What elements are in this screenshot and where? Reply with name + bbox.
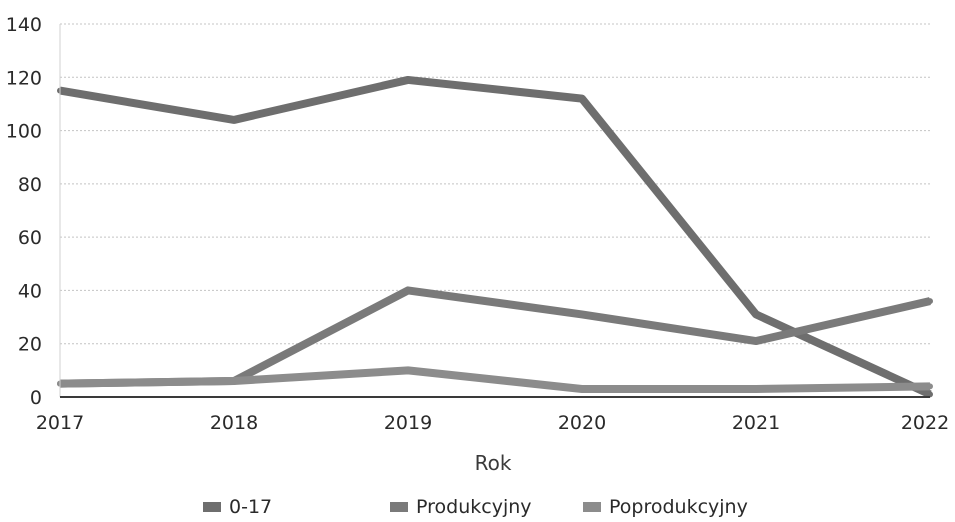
gridlines [60, 23, 930, 345]
legend-swatch [203, 502, 221, 512]
axes: 0 20 40 60 80 100 120 140 2017 2018 2019 2020 2021 20… [6, 14, 949, 434]
legend-label: Poprodukcyjny [609, 496, 748, 518]
data-point [927, 298, 933, 305]
legend-item: Produkcyjny [390, 496, 532, 518]
x-tick-label: 2018 [210, 412, 258, 434]
data-point [405, 287, 411, 294]
data-point [927, 391, 933, 398]
data-point [231, 378, 237, 385]
data-point [753, 338, 759, 345]
series-lines [57, 75, 933, 398]
legend-label: 0-17 [229, 496, 273, 518]
x-tick-label: 2017 [36, 412, 84, 434]
data-point [405, 367, 411, 374]
y-tick-label: 20 [18, 334, 42, 356]
data-point [927, 383, 933, 390]
data-point [579, 95, 585, 102]
data-point [579, 311, 585, 318]
x-tick-label: 2019 [384, 412, 432, 434]
y-tick-label: 60 [18, 227, 42, 249]
legend: 0-17 Produkcyjny Poprodukcyjny [0, 496, 955, 522]
y-tick-label: 100 [6, 121, 42, 143]
y-tick-label: 40 [18, 280, 42, 302]
y-tick-label: 140 [6, 14, 42, 36]
y-tick-label: 0 [30, 387, 42, 409]
x-tick-label: 2022 [901, 412, 949, 434]
y-tick-label: 120 [6, 67, 42, 89]
series-line-2 [59, 366, 931, 394]
data-point [753, 386, 759, 393]
data-point [405, 76, 411, 83]
x-axis-title: Rok [475, 451, 512, 475]
series-line-0 [59, 75, 932, 398]
x-tick-label: 2020 [558, 412, 606, 434]
legend-label: Produkcyjny [416, 496, 532, 518]
y-tick-label: 80 [18, 174, 42, 196]
legend-item: 0-17 [203, 496, 272, 518]
data-point [231, 116, 237, 123]
legend-swatch [583, 502, 601, 512]
data-point [579, 386, 585, 393]
line-chart: 0 20 40 60 80 100 120 140 2017 2018 2019 2020 2021 20… [6, 14, 949, 475]
legend-swatch [390, 502, 408, 512]
legend-item: Poprodukcyjny [583, 496, 748, 518]
data-point [753, 311, 759, 318]
x-tick-label: 2021 [732, 412, 780, 434]
